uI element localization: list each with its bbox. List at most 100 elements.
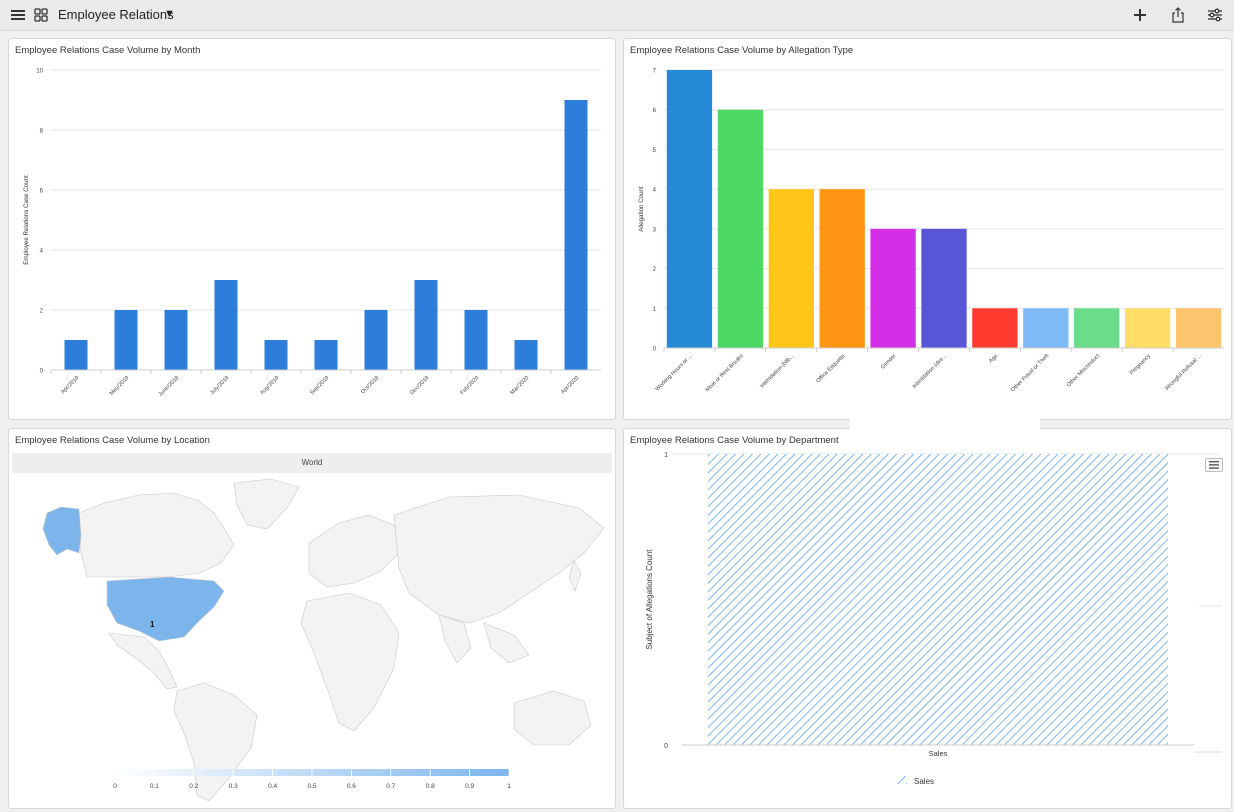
x-tick-label: Oct/2019 [360, 375, 380, 395]
bar[interactable] [64, 340, 88, 370]
panel-title: Employee Relations Case Volume by Month [15, 45, 201, 56]
map-australia [513, 690, 592, 746]
colorbar-tick-label: 1 [507, 783, 511, 790]
bar[interactable] [1175, 308, 1222, 348]
x-tick-label: Working Hours or ... [655, 353, 695, 393]
filter-settings-icon[interactable] [1203, 4, 1227, 26]
map-south-america [173, 682, 258, 802]
x-tick-label: July/2019 [209, 375, 230, 396]
department-bar-chart: 1 0 Subject of Allegations Count Sales Sales [645, 452, 1222, 786]
x-tick-label: Mar/2020 [509, 375, 530, 396]
colorbar-tick-label: 0.3 [229, 783, 238, 790]
bar[interactable] [717, 109, 764, 348]
x-tick-label: Other Misconduct [1066, 353, 1102, 389]
y-tick-label: 2 [653, 267, 657, 273]
legend-swatch [897, 776, 907, 784]
bar[interactable] [214, 280, 238, 370]
bar[interactable] [564, 100, 588, 370]
x-tick-label: May/2019 [109, 375, 131, 397]
map-canada [78, 492, 235, 578]
y-tick-label: 0 [653, 347, 657, 353]
bar[interactable] [464, 310, 488, 370]
y-axis-label: Employee Relations Case Count [23, 175, 30, 265]
y-tick-label: 8 [40, 129, 44, 135]
dashboard-grid-icon[interactable] [29, 4, 53, 26]
colorbar-tick-label: 0.2 [189, 783, 198, 790]
map-mexico [108, 632, 178, 690]
share-icon[interactable] [1166, 4, 1190, 26]
department-chart-panel: Employee Relations Case Volume by Depart… [623, 428, 1232, 809]
map-colorbar: 0 0.1 0.2 0.3 0.4 0.5 0.6 0.7 0.8 0.9 1 [113, 769, 511, 790]
map-alaska [42, 506, 82, 556]
bar[interactable] [314, 340, 338, 370]
dropdown-caret-icon[interactable]: ▼ [164, 8, 175, 20]
chart-menu-button[interactable] [1205, 458, 1223, 472]
map-greenland [233, 478, 300, 530]
x-tick-label: Intimidation (bllb... [759, 353, 796, 390]
x-tick-label: Dec/2019 [409, 375, 430, 396]
y-tick-label: 6 [653, 108, 657, 114]
map-asia [393, 494, 605, 624]
bar[interactable] [264, 340, 288, 370]
world-map[interactable]: 1 [9, 473, 615, 808]
x-tick-label: Meal or Rest Breaks [705, 353, 745, 393]
colorbar-tick-label: 0 [113, 783, 117, 790]
bar[interactable] [514, 340, 538, 370]
x-tick-label: Apr/2020 [560, 375, 580, 395]
x-tick-label: Gender [880, 353, 898, 371]
x-tick-label: Age [988, 353, 999, 364]
map-header: World [12, 453, 612, 473]
x-tick-label: Sep/2019 [309, 375, 330, 396]
bar[interactable] [972, 308, 1018, 348]
map-usa [106, 576, 225, 642]
y-tick-label: 1 [653, 307, 657, 313]
panel-title: Employee Relations Case Volume by Depart… [630, 435, 839, 446]
legend[interactable]: Sales [897, 776, 934, 786]
world-land [78, 478, 605, 802]
y-tick-label: 4 [40, 249, 44, 255]
x-tick-label: Other Fraud or Theft [1010, 353, 1051, 394]
bar[interactable] [921, 228, 967, 348]
bar[interactable] [414, 280, 438, 370]
location-map-panel: Employee Relations Case Volume by Locati… [8, 428, 616, 809]
bar[interactable] [708, 454, 1168, 745]
y-tick-label: 2 [40, 309, 44, 315]
colorbar-tick-label: 0.6 [347, 783, 356, 790]
map-india [438, 614, 472, 664]
x-tick-label: Aug/2019 [259, 375, 280, 396]
map-europe [308, 514, 402, 588]
allegation-bar-chart: 0 1 2 3 4 5 6 7 Allegation Count Working Hours or… [638, 69, 1224, 394]
x-tick-label: Pregnancy [1129, 353, 1152, 376]
bar[interactable] [870, 228, 916, 348]
y-tick-label: 7 [653, 69, 657, 75]
dashboard-title[interactable]: Employee Relations [58, 7, 174, 22]
x-tick-label: Feb/2020 [459, 375, 480, 396]
allegation-chart-panel: Employee Relations Case Volume by Allega… [623, 38, 1232, 420]
bar[interactable] [1124, 308, 1171, 348]
bar[interactable] [1074, 308, 1120, 348]
bar[interactable] [666, 70, 713, 348]
panel-title: Employee Relations Case Volume by Allega… [630, 45, 854, 56]
y-tick-label: 0 [664, 743, 668, 750]
month-bar-chart: 0 2 4 6 8 10 Employee Relations Case Count Apr/… [23, 69, 601, 398]
hamburger-menu-icon[interactable] [6, 4, 30, 26]
bar[interactable] [819, 189, 865, 348]
bar[interactable] [114, 310, 138, 370]
x-tick-label: Wrongful Refusal ... [1164, 353, 1203, 392]
bar[interactable] [364, 310, 388, 370]
x-tick-label: Intimidation (dire... [912, 353, 949, 390]
y-axis-label: Subject of Allegations Count [645, 549, 654, 650]
colorbar-tick-label: 0.9 [465, 783, 474, 790]
y-tick-label: 5 [653, 148, 657, 154]
top-toolbar: Employee Relations ▼ [0, 0, 1234, 31]
bar[interactable] [768, 189, 814, 348]
usa-value-label: 1 [150, 620, 155, 629]
y-tick-label: 0 [40, 369, 44, 375]
colorbar-tick-label: 0.8 [426, 783, 435, 790]
colorbar-tick-label: 0.7 [386, 783, 395, 790]
add-icon[interactable] [1128, 4, 1152, 26]
bar[interactable] [164, 310, 188, 370]
bar[interactable] [1023, 308, 1069, 348]
legend-label: Sales [914, 777, 934, 786]
month-chart-panel: Employee Relations Case Volume by Month … [8, 38, 616, 420]
